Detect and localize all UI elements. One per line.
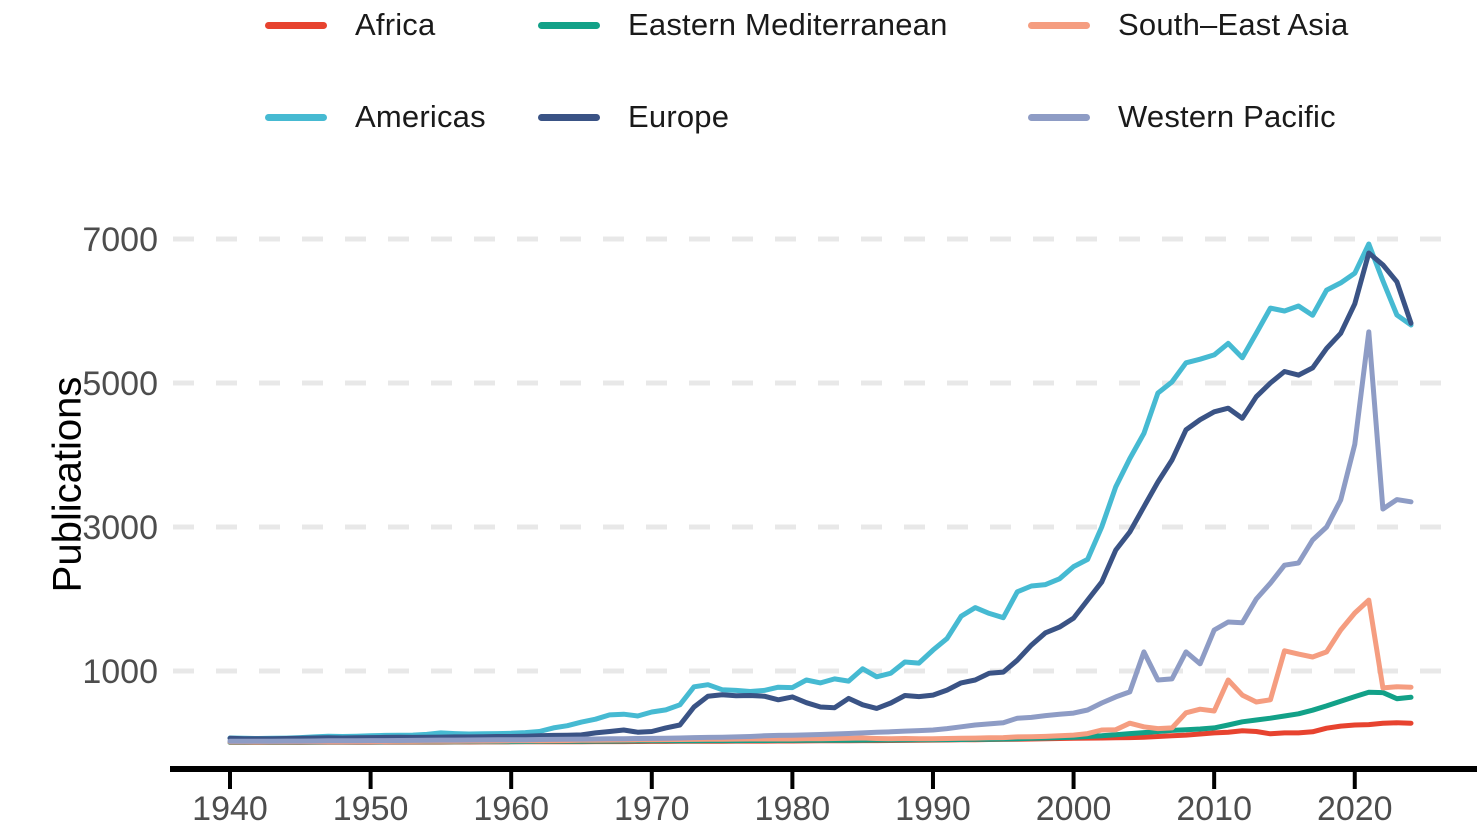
x-tick-label-2020: 2020 bbox=[1317, 790, 1393, 828]
legend-label-south-east-asia: South–East Asia bbox=[1118, 7, 1349, 42]
legend-swatch-africa bbox=[265, 21, 327, 29]
x-tick-label-1990: 1990 bbox=[895, 790, 971, 828]
legend-label-eastern-mediterranean: Eastern Mediterranean bbox=[628, 7, 948, 42]
legend-label-europe: Europe bbox=[628, 99, 730, 134]
y-axis-title: Publications bbox=[45, 376, 90, 593]
legend-swatch-americas bbox=[265, 113, 327, 121]
x-tick-label-1980: 1980 bbox=[755, 790, 831, 828]
legend-swatch-europe bbox=[538, 113, 600, 121]
series-line-europe bbox=[227, 250, 1414, 742]
legend-item-south-east-asia: South–East Asia bbox=[1028, 4, 1349, 46]
legend-label-western-pacific: Western Pacific bbox=[1118, 99, 1336, 134]
x-tick-label-2010: 2010 bbox=[1176, 790, 1252, 828]
legend-swatch-western-pacific bbox=[1028, 113, 1090, 121]
legend-item-europe: Europe bbox=[538, 96, 729, 138]
legend: Africa Eastern Mediterranean South–East As… bbox=[0, 0, 1477, 150]
legend-item-africa: Africa bbox=[265, 4, 435, 46]
series-line-americas bbox=[227, 241, 1414, 741]
legend-item-americas: Americas bbox=[265, 96, 486, 138]
legend-swatch-eastern-mediterranean bbox=[538, 21, 600, 29]
y-tick-label-5000: 5000 bbox=[82, 365, 158, 403]
legend-item-eastern-mediterranean: Eastern Mediterranean bbox=[538, 4, 948, 46]
legend-label-africa: Africa bbox=[355, 7, 436, 42]
y-tick-label-7000: 7000 bbox=[82, 221, 158, 259]
x-tick-label-1940: 1940 bbox=[192, 790, 268, 828]
x-tick-label-1970: 1970 bbox=[614, 790, 690, 828]
x-tick-label-1960: 1960 bbox=[473, 790, 549, 828]
legend-item-western-pacific: Western Pacific bbox=[1028, 96, 1336, 138]
y-tick-label-1000: 1000 bbox=[82, 653, 158, 691]
x-tick-label-2000: 2000 bbox=[1036, 790, 1112, 828]
legend-swatch-south-east-asia bbox=[1028, 21, 1090, 29]
y-tick-label-3000: 3000 bbox=[82, 509, 158, 547]
x-tick-label-1950: 1950 bbox=[333, 790, 409, 828]
legend-label-americas: Americas bbox=[355, 99, 486, 134]
series-line-western-pacific bbox=[227, 329, 1414, 744]
